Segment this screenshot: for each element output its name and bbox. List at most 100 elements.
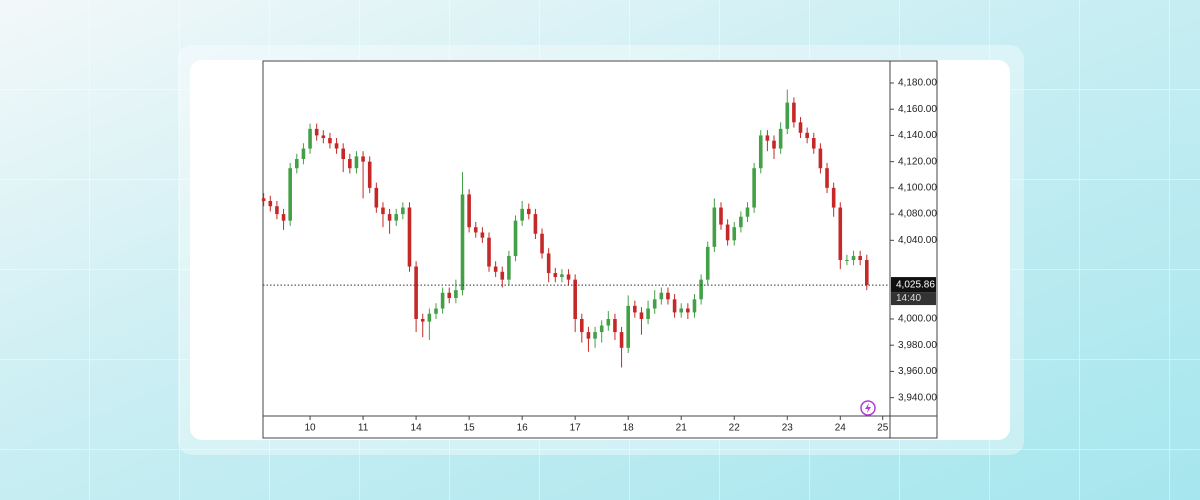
candle-body xyxy=(672,299,677,313)
y-tick-label: 3,980.00 xyxy=(898,340,937,351)
candle-body xyxy=(785,102,790,129)
candle-body xyxy=(361,156,365,162)
candle-body xyxy=(825,168,829,188)
x-tick-label: 14 xyxy=(411,423,423,434)
y-tick-label: 3,940.00 xyxy=(898,392,937,403)
candle-body xyxy=(328,138,332,144)
x-tick-label: 10 xyxy=(304,423,316,434)
candle-body xyxy=(374,187,379,208)
candle-body xyxy=(427,313,432,322)
candle-body xyxy=(334,143,339,149)
candle-body xyxy=(381,207,385,215)
candle-body xyxy=(560,274,564,278)
x-tick-label: 11 xyxy=(358,423,369,434)
candle-body xyxy=(619,332,624,348)
candle-body xyxy=(659,292,664,300)
candle-body xyxy=(467,194,471,228)
candle-body xyxy=(288,168,292,221)
candle-body xyxy=(500,271,505,280)
candle-body xyxy=(818,148,823,169)
candle-body xyxy=(606,318,611,326)
candle-body xyxy=(394,214,399,221)
candle-body xyxy=(407,207,412,267)
candle-body xyxy=(401,207,405,215)
candle-body xyxy=(454,290,458,298)
candle-body xyxy=(692,299,697,313)
y-tick-label: 4,040.00 xyxy=(898,235,937,246)
candle-body xyxy=(586,332,591,339)
candle-body xyxy=(798,122,803,133)
candle-body xyxy=(480,232,485,238)
countdown-box xyxy=(891,292,936,306)
candle-body xyxy=(314,128,319,136)
candle-body xyxy=(447,292,452,298)
candle-body xyxy=(301,148,306,160)
candle-body xyxy=(686,308,690,313)
candle-body xyxy=(553,273,558,278)
candle-body xyxy=(765,135,770,141)
candle-body xyxy=(646,308,650,319)
candle-body xyxy=(473,227,478,233)
countdown-label: 14:40 xyxy=(896,293,921,304)
candle-body xyxy=(420,318,425,322)
x-tick-label: 15 xyxy=(464,423,476,434)
x-tick-label: 24 xyxy=(835,423,847,434)
candle-body xyxy=(626,305,630,348)
candle-body xyxy=(739,216,743,228)
logo-icon xyxy=(860,400,876,416)
x-tick-label: 22 xyxy=(729,423,741,434)
candle-body xyxy=(613,318,617,333)
candle-body xyxy=(460,194,465,291)
candle-body xyxy=(520,208,524,221)
candle-body xyxy=(387,214,392,221)
candle-body xyxy=(778,128,783,149)
chart: 4,180.00 4,160.00 4,140.00 4,120.00 4,100.00… xyxy=(261,60,938,439)
candle-body xyxy=(831,187,836,208)
candle-body xyxy=(281,214,286,221)
candle-body xyxy=(599,325,604,333)
y-tick-label: 4,100.00 xyxy=(898,183,937,194)
candle-body xyxy=(745,207,750,217)
candle-body xyxy=(533,214,538,234)
candle-body xyxy=(275,206,279,215)
current-price-box xyxy=(891,277,936,293)
candle-body xyxy=(851,256,856,260)
x-tick-label: 23 xyxy=(782,423,794,434)
candle-body xyxy=(858,256,862,260)
y-tick-label: 4,180.00 xyxy=(898,78,937,89)
x-tick-label: 21 xyxy=(676,423,688,434)
candle-body xyxy=(865,259,869,285)
candle-body xyxy=(699,279,703,300)
candle-body xyxy=(348,159,352,169)
candle-body xyxy=(580,318,584,333)
candle-body xyxy=(367,161,372,188)
candle-body xyxy=(507,256,511,280)
x-tick-label: 17 xyxy=(570,423,582,434)
candle-body xyxy=(725,224,730,241)
candle-body xyxy=(321,135,326,139)
y-tick-label: 4,080.00 xyxy=(898,209,937,220)
chart-frame xyxy=(262,60,938,439)
candle-body xyxy=(414,266,418,319)
candle-body xyxy=(639,312,644,319)
candle-body xyxy=(546,253,551,274)
candle-body xyxy=(354,156,359,169)
candle-body xyxy=(268,200,273,207)
candle-body xyxy=(805,132,809,139)
candle-body xyxy=(633,305,637,313)
candle-body xyxy=(792,102,796,123)
candle-body xyxy=(341,148,345,160)
candle-body xyxy=(845,259,849,261)
candle-body xyxy=(758,135,763,169)
y-tick-label: 3,960.00 xyxy=(898,366,937,377)
candle-body xyxy=(652,299,657,309)
y-tick-label: 4,160.00 xyxy=(898,104,937,115)
candle-body xyxy=(811,138,816,149)
candle-body xyxy=(513,220,518,257)
candle-body xyxy=(573,279,577,319)
y-tick-label: 4,140.00 xyxy=(898,130,937,141)
x-tick-label: 25 xyxy=(877,423,889,434)
candle-body xyxy=(308,128,312,149)
candle-body xyxy=(838,207,843,260)
